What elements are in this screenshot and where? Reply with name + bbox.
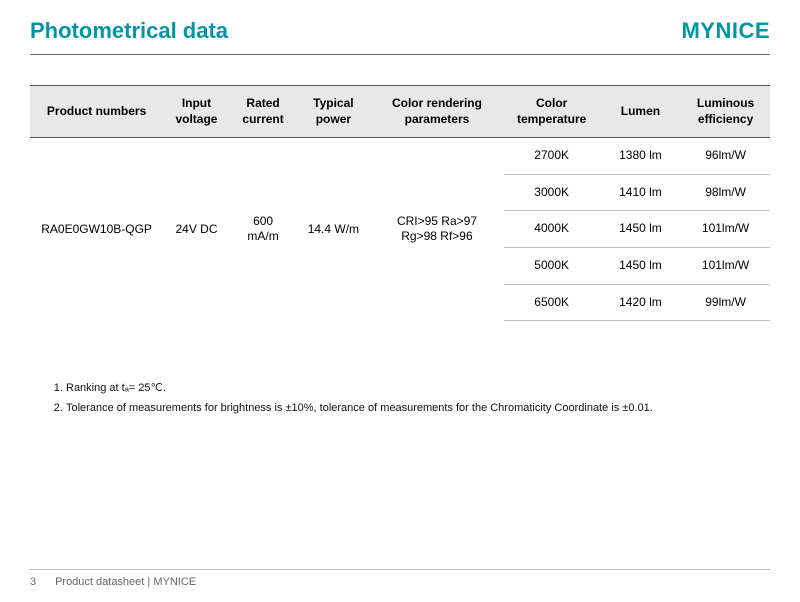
note-item: Ranking at tₐ= 25℃.: [66, 381, 770, 402]
footer-text: Product datasheet | MYNICE: [55, 576, 196, 588]
cell-efficiency: 98lm/W: [681, 174, 770, 211]
cell-color-rendering: CRI>95 Ra>97Rg>98 Rf>96: [370, 138, 503, 321]
cell-rated-current: 600mA/m: [230, 138, 297, 321]
page-title: Photometrical data: [30, 18, 228, 44]
cell-cct: 6500K: [504, 284, 600, 321]
page-number: 3: [30, 576, 52, 588]
table-row: RA0E0GW10B-QGP24V DC600mA/m14.4 W/mCRI>9…: [30, 138, 770, 175]
cell-efficiency: 101lm/W: [681, 211, 770, 248]
cell-efficiency: 99lm/W: [681, 284, 770, 321]
cell-lumen: 1380 lm: [600, 138, 681, 175]
col-luminous-efficiency: Luminous efficiency: [681, 86, 770, 138]
cell-product-number: RA0E0GW10B-QGP: [30, 138, 163, 321]
col-lumen: Lumen: [600, 86, 681, 138]
footer-rule: [30, 569, 770, 570]
cell-lumen: 1450 lm: [600, 247, 681, 284]
cell-lumen: 1410 lm: [600, 174, 681, 211]
cell-lumen: 1420 lm: [600, 284, 681, 321]
cell-lumen: 1450 lm: [600, 211, 681, 248]
col-product-numbers: Product numbers: [30, 86, 163, 138]
notes-section: Ranking at tₐ= 25℃.Tolerance of measurem…: [30, 381, 770, 422]
cell-cct: 5000K: [504, 247, 600, 284]
cell-cct: 2700K: [504, 138, 600, 175]
header-rule: [30, 54, 770, 55]
col-color-temperature: Color temperature: [504, 86, 600, 138]
table-header-row: Product numbers Input voltage Rated curr…: [30, 86, 770, 138]
page-footer: 3 Product datasheet | MYNICE: [0, 569, 800, 588]
col-rated-current: Rated current: [230, 86, 297, 138]
brand-logo: MYNICE: [681, 18, 770, 44]
cell-efficiency: 96lm/W: [681, 138, 770, 175]
notes-list: Ranking at tₐ= 25℃.Tolerance of measurem…: [30, 381, 770, 422]
note-item: Tolerance of measurements for brightness…: [66, 402, 770, 422]
photometrical-table: Product numbers Input voltage Rated curr…: [30, 85, 770, 321]
table-body: RA0E0GW10B-QGP24V DC600mA/m14.4 W/mCRI>9…: [30, 138, 770, 321]
cell-typical-power: 14.4 W/m: [296, 138, 370, 321]
cell-cct: 4000K: [504, 211, 600, 248]
col-typical-power: Typical power: [296, 86, 370, 138]
cell-input-voltage: 24V DC: [163, 138, 230, 321]
cell-efficiency: 101lm/W: [681, 247, 770, 284]
col-input-voltage: Input voltage: [163, 86, 230, 138]
col-color-rendering: Color rendering parameters: [370, 86, 503, 138]
cell-cct: 3000K: [504, 174, 600, 211]
